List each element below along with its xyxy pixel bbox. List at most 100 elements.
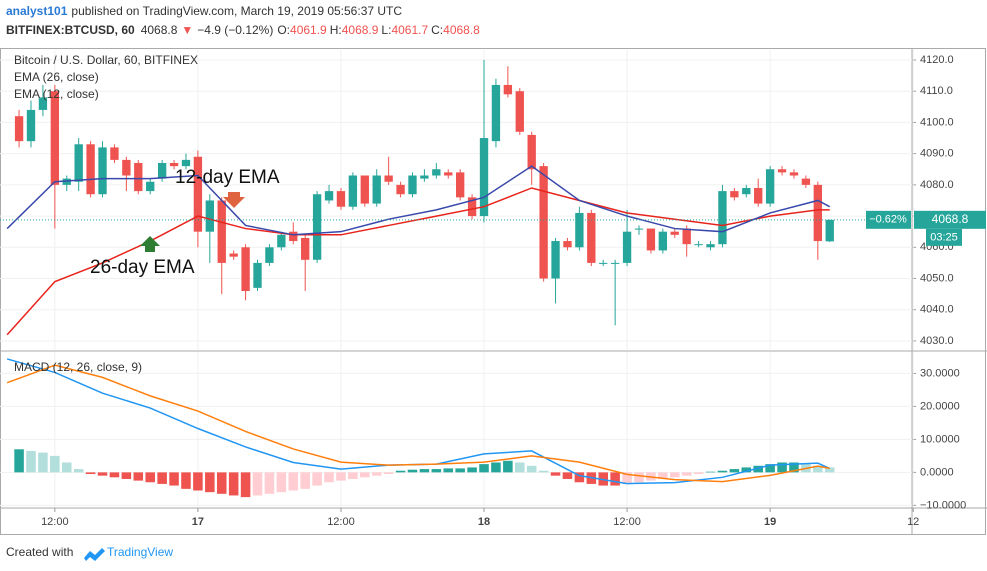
candle-body (360, 175, 369, 204)
h-label: H: (330, 23, 342, 37)
histogram-bar (813, 465, 823, 473)
candle-body (253, 262, 262, 288)
histogram-bar (669, 472, 680, 478)
candle-body (122, 159, 131, 176)
candle-body (575, 212, 584, 248)
author[interactable]: analyst101 (6, 4, 68, 18)
candle-body (62, 178, 71, 185)
y-tick-label: 4100.0 (920, 116, 954, 128)
price-label-box (914, 210, 986, 229)
change-label-box (866, 210, 911, 229)
annotation: 12-day EMA (175, 167, 280, 188)
candle-body (777, 169, 787, 173)
x-tick-label: 17 (192, 516, 204, 528)
candle-body (539, 166, 548, 279)
candle-body (527, 134, 536, 170)
histogram-bar (312, 472, 322, 486)
candle-body (432, 169, 441, 176)
candle-body (26, 109, 36, 142)
y-tick-label: −10.0000 (920, 499, 966, 511)
histogram-bar (145, 472, 155, 483)
y-tick-label: 4110.0 (920, 85, 953, 97)
histogram-bar (777, 462, 787, 473)
histogram-bar (526, 465, 537, 473)
x-tick-label: 12:00 (41, 516, 69, 528)
candle-body (134, 163, 143, 192)
change-arrow: ▼ (181, 23, 193, 37)
histogram-bar (693, 472, 704, 475)
histogram-bar (622, 472, 632, 484)
candle-body (181, 159, 191, 167)
legend-entry: EMA (12, close) (14, 87, 99, 101)
histogram-bar (288, 472, 299, 491)
histogram-bar (395, 470, 406, 473)
y-tick-label: 4120.0 (920, 54, 954, 66)
symbol-line: BITFINEX:BTCUSD, 60 4068.8 ▼ −4.9 (−0.12%) O… (6, 23, 480, 37)
candle-body (408, 175, 417, 195)
histogram-bar (348, 472, 358, 479)
histogram-bar (741, 467, 752, 473)
candle-body (515, 91, 524, 132)
candle-body (551, 241, 560, 279)
candle-body (241, 247, 250, 291)
candle-body (587, 212, 596, 263)
candle-body (396, 184, 405, 195)
histogram-bar (216, 472, 227, 494)
histogram-bar (264, 472, 275, 494)
histogram-bar (729, 469, 740, 473)
y-tick-label: 10.0000 (920, 433, 960, 445)
histogram-bar (276, 472, 287, 493)
y-tick-label: 4050.0 (920, 272, 954, 284)
candle-body (193, 156, 203, 232)
candle-body (146, 181, 155, 192)
candle-body (14, 116, 24, 142)
histogram-bar (538, 470, 549, 473)
candle-body (765, 169, 775, 204)
y-tick-label: 0.0000 (920, 466, 954, 478)
histogram-bar (431, 469, 442, 473)
histogram-bar (717, 470, 728, 473)
y-tick-label: 20.0000 (920, 400, 960, 412)
candle-body (503, 84, 513, 95)
candle-body (217, 200, 226, 263)
candle-body (825, 219, 834, 242)
histogram-bar (360, 472, 370, 478)
countdown-box (926, 228, 962, 246)
candle-body (742, 187, 751, 195)
symbol: BITFINEX:BTCUSD, 60 (6, 23, 135, 37)
histogram-bar (133, 472, 144, 481)
histogram-bar (383, 472, 394, 475)
x-tick-label: 18 (478, 516, 490, 528)
candle-body (456, 172, 465, 198)
histogram-bar (85, 472, 96, 475)
candle-body (277, 234, 286, 248)
histogram-bar (109, 472, 120, 478)
histogram-bar (169, 472, 179, 486)
h-value: 4068.9 (342, 23, 379, 37)
candle-body (706, 244, 715, 248)
histogram-bar (181, 472, 191, 489)
candle-body (646, 228, 656, 251)
candle-body (491, 84, 501, 142)
candle-body (86, 144, 95, 195)
histogram-bar (467, 467, 477, 473)
histogram-bar (73, 469, 84, 473)
candle-body (670, 231, 679, 235)
candle-body (813, 184, 822, 242)
candle-body (444, 172, 453, 176)
candle-body (336, 191, 346, 207)
footer-brand[interactable]: TradingView (107, 545, 173, 559)
x-tick-label: 12:00 (613, 516, 641, 528)
candle-body (312, 194, 322, 260)
o-label: O: (277, 23, 290, 37)
chart-title: Bitcoin / U.S. Dollar, 60, BITFINEX (14, 53, 198, 67)
candle-body (229, 253, 238, 257)
candle-body (74, 144, 83, 182)
histogram-bar (824, 467, 835, 473)
y-tick-label: 4080.0 (920, 179, 954, 191)
x-tick-label: 19 (764, 516, 776, 528)
candle-body (420, 175, 429, 179)
candle-body (205, 200, 214, 232)
candle-body (467, 197, 477, 217)
histogram-bar (300, 472, 310, 489)
